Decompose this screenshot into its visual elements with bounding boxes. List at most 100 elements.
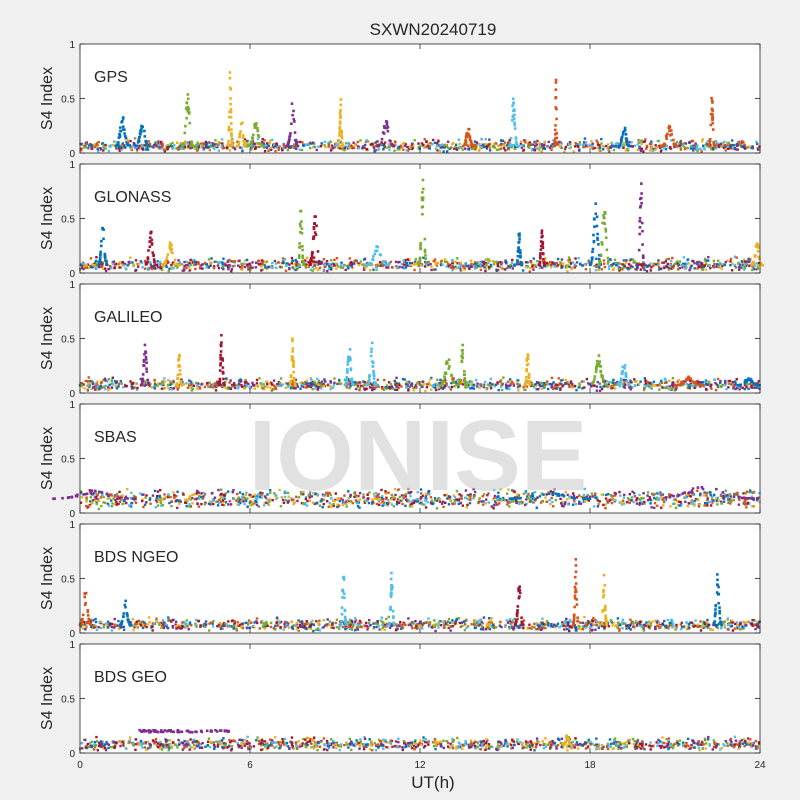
data-point [94, 259, 98, 263]
data-point [329, 263, 332, 266]
data-point [684, 380, 687, 383]
spike-point [149, 240, 152, 243]
data-point [247, 268, 250, 271]
data-point [583, 143, 586, 147]
data-point [665, 264, 668, 268]
panel-label: GPS [94, 69, 128, 86]
data-point [134, 269, 137, 272]
data-point [271, 261, 274, 265]
data-point [313, 383, 316, 386]
data-point [186, 499, 189, 503]
data-point [642, 261, 645, 264]
data-point [251, 266, 254, 269]
data-point [166, 383, 170, 387]
spike-point [463, 373, 467, 377]
data-point [459, 146, 463, 149]
data-point [475, 144, 478, 147]
data-point [751, 147, 755, 150]
data-point [480, 138, 483, 141]
data-point [466, 144, 470, 147]
data-point [225, 377, 228, 380]
data-point [261, 262, 264, 266]
data-point [445, 382, 448, 386]
data-point [92, 382, 95, 386]
data-point [320, 387, 323, 390]
data-point [305, 383, 308, 387]
data-point [275, 142, 278, 145]
data-point [697, 505, 701, 508]
data-point [511, 258, 514, 262]
data-point [642, 497, 645, 500]
data-point [89, 143, 92, 146]
data-point [534, 383, 537, 386]
data-point [748, 145, 751, 148]
data-point [359, 260, 362, 263]
data-point [275, 266, 278, 270]
spike-point [373, 381, 377, 384]
data-point [522, 492, 526, 495]
data-point [644, 138, 647, 141]
data-point [143, 503, 147, 507]
data-point [582, 145, 585, 149]
data-point [290, 262, 294, 265]
panel-scatter-points [79, 71, 761, 154]
data-point [534, 144, 537, 148]
spike-point [142, 358, 146, 362]
data-point [352, 262, 356, 265]
data-point [606, 501, 610, 504]
spike-point [175, 262, 179, 266]
data-point [321, 384, 324, 387]
data-point [673, 262, 677, 266]
spike-point [745, 380, 749, 383]
data-point [666, 385, 669, 388]
data-point [542, 146, 546, 150]
spike-point [639, 205, 642, 209]
data-point [749, 258, 752, 261]
data-point [257, 505, 260, 508]
spike-point [539, 256, 542, 260]
data-point [664, 148, 668, 151]
spike-point [523, 383, 527, 387]
data-point [598, 500, 601, 503]
spike-point [525, 359, 529, 362]
data-point [733, 143, 736, 147]
data-point [267, 503, 271, 507]
data-point [99, 496, 103, 499]
data-point [436, 378, 439, 381]
data-point [146, 148, 150, 151]
data-point [549, 266, 553, 269]
data-point [484, 142, 487, 146]
data-point [445, 260, 449, 264]
data-point [709, 266, 712, 270]
data-point [132, 141, 136, 145]
data-point [309, 142, 312, 145]
spike-point [379, 253, 382, 257]
data-point [195, 146, 199, 149]
data-point [433, 258, 437, 261]
data-point [531, 266, 534, 270]
data-point [86, 263, 90, 266]
data-point [727, 379, 730, 383]
data-point [495, 260, 498, 264]
data-point [639, 380, 642, 383]
data-point [322, 384, 326, 388]
data-point [237, 383, 241, 386]
data-point [363, 146, 366, 149]
y-tick-label: 0 [69, 269, 75, 280]
data-point [405, 261, 409, 265]
data-point [745, 385, 748, 389]
data-point [326, 494, 330, 497]
data-point [720, 267, 724, 270]
data-point [320, 498, 324, 501]
spike-point [292, 117, 296, 121]
data-point [231, 146, 235, 149]
data-point [564, 382, 567, 386]
spike-point [217, 383, 221, 386]
spike-point [366, 383, 370, 387]
data-point [274, 385, 277, 389]
data-point [719, 143, 723, 146]
data-point [541, 259, 544, 263]
data-point [655, 384, 658, 387]
data-point [716, 385, 720, 389]
data-point [82, 146, 86, 150]
